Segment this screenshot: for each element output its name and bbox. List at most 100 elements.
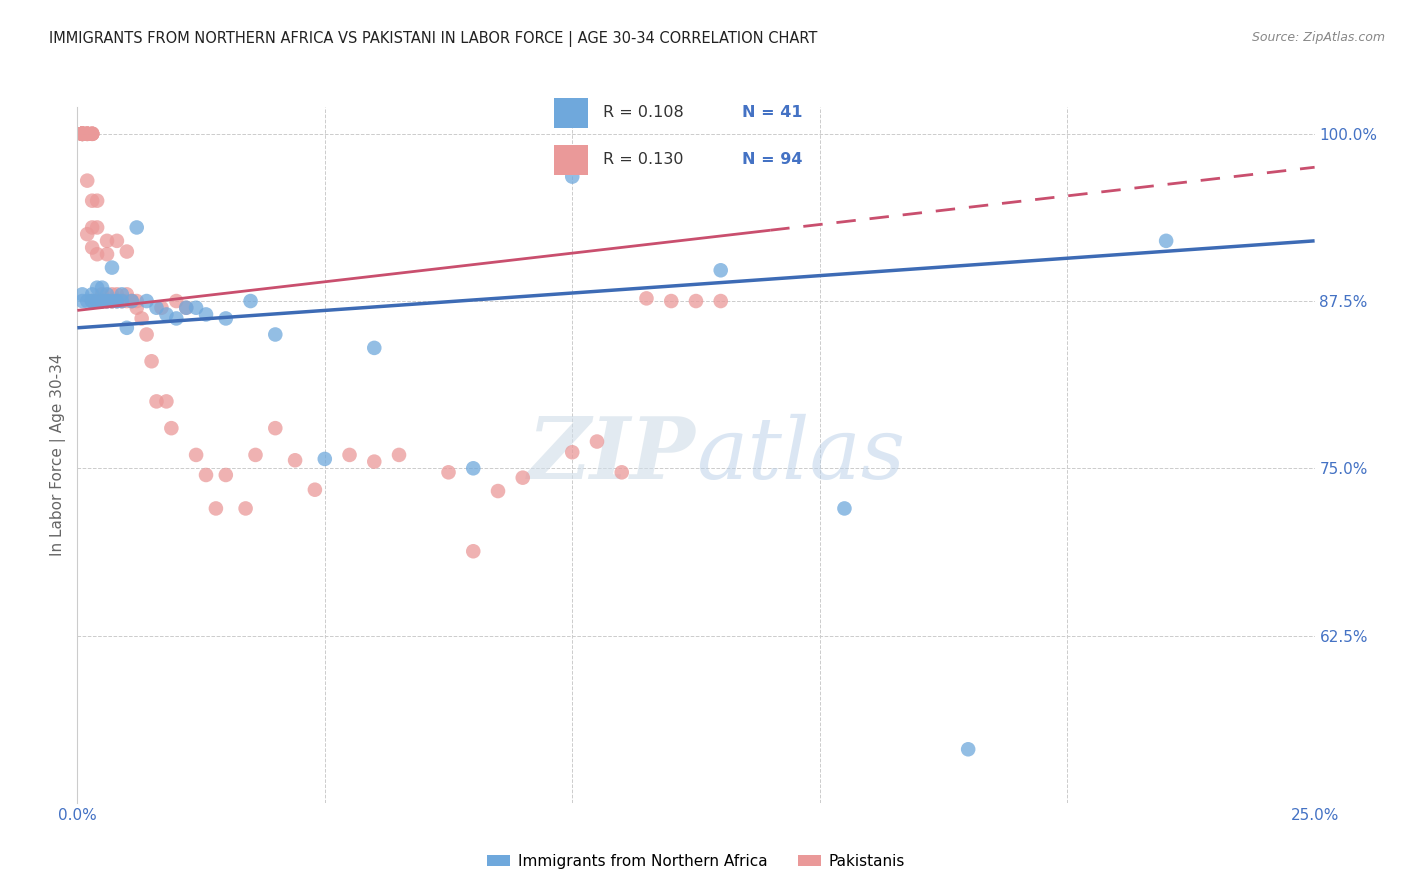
Point	[91, 294, 114, 309]
Point	[135, 294, 157, 309]
Point	[105, 294, 128, 309]
Point	[111, 294, 134, 309]
Point	[82, 294, 104, 309]
Point	[304, 483, 326, 497]
Point	[101, 294, 124, 309]
Point	[72, 127, 94, 141]
Point	[91, 287, 114, 301]
Point	[72, 127, 94, 141]
Point	[125, 301, 148, 315]
Point	[685, 294, 707, 309]
Text: ZIP: ZIP	[529, 413, 696, 497]
Point	[72, 127, 94, 141]
Point	[72, 127, 94, 141]
Text: Source: ZipAtlas.com: Source: ZipAtlas.com	[1251, 31, 1385, 45]
Point	[82, 294, 104, 309]
Point	[101, 260, 124, 275]
Point	[388, 448, 411, 462]
Point	[96, 294, 118, 309]
Point	[72, 127, 94, 141]
Point	[363, 455, 385, 469]
Point	[82, 220, 104, 235]
Point	[131, 311, 153, 326]
Point	[463, 461, 485, 475]
Point	[101, 294, 124, 309]
Point	[72, 127, 94, 141]
Point	[659, 294, 682, 309]
Point	[72, 127, 94, 141]
Point	[105, 287, 128, 301]
Point	[86, 294, 108, 309]
Point	[561, 445, 583, 459]
Point	[245, 448, 267, 462]
Text: R = 0.130: R = 0.130	[603, 153, 683, 167]
Point	[184, 301, 207, 315]
Point	[486, 483, 509, 498]
Point	[115, 294, 138, 309]
Point	[215, 311, 238, 326]
Point	[339, 448, 361, 462]
Point	[174, 301, 197, 315]
Point	[91, 280, 114, 294]
Point	[76, 127, 98, 141]
Point	[512, 471, 534, 485]
Point	[105, 234, 128, 248]
Point	[82, 127, 104, 141]
Point	[174, 301, 197, 315]
Point	[72, 287, 94, 301]
Bar	[554, 145, 588, 175]
Point	[82, 294, 104, 309]
Point	[145, 394, 167, 409]
Point	[96, 247, 118, 261]
Point	[264, 421, 287, 435]
Point	[105, 294, 128, 309]
Point	[215, 467, 238, 482]
Text: N = 94: N = 94	[742, 153, 803, 167]
Point	[165, 311, 187, 326]
Point	[284, 453, 307, 467]
Point	[101, 294, 124, 309]
Point	[115, 244, 138, 259]
Point	[957, 742, 980, 756]
Point	[82, 194, 104, 208]
Point	[145, 301, 167, 315]
Point	[82, 127, 104, 141]
Point	[72, 127, 94, 141]
Point	[141, 354, 163, 368]
Point	[160, 421, 183, 435]
Point	[195, 307, 218, 321]
Text: N = 41: N = 41	[742, 105, 803, 120]
Point	[76, 227, 98, 241]
Point	[86, 194, 108, 208]
Point	[82, 127, 104, 141]
Point	[121, 294, 143, 309]
Point	[96, 294, 118, 309]
Point	[463, 544, 485, 558]
Point	[101, 294, 124, 309]
Point	[101, 287, 124, 301]
Point	[111, 287, 134, 301]
Point	[834, 501, 856, 516]
Point	[96, 294, 118, 309]
Point	[363, 341, 385, 355]
Point	[76, 127, 98, 141]
Point	[96, 287, 118, 301]
Bar	[554, 98, 588, 128]
Point	[111, 294, 134, 309]
Point	[76, 127, 98, 141]
Text: R = 0.108: R = 0.108	[603, 105, 683, 120]
Point	[96, 234, 118, 248]
Point	[235, 501, 257, 516]
Point	[586, 434, 609, 449]
Point	[561, 169, 583, 184]
Point	[76, 294, 98, 309]
Point	[76, 127, 98, 141]
Point	[125, 294, 148, 309]
Point	[710, 294, 733, 309]
Point	[184, 448, 207, 462]
Point	[105, 294, 128, 309]
Point	[155, 394, 177, 409]
Point	[150, 301, 173, 315]
Point	[115, 321, 138, 335]
Text: IMMIGRANTS FROM NORTHERN AFRICA VS PAKISTANI IN LABOR FORCE | AGE 30-34 CORRELAT: IMMIGRANTS FROM NORTHERN AFRICA VS PAKIS…	[49, 31, 817, 47]
